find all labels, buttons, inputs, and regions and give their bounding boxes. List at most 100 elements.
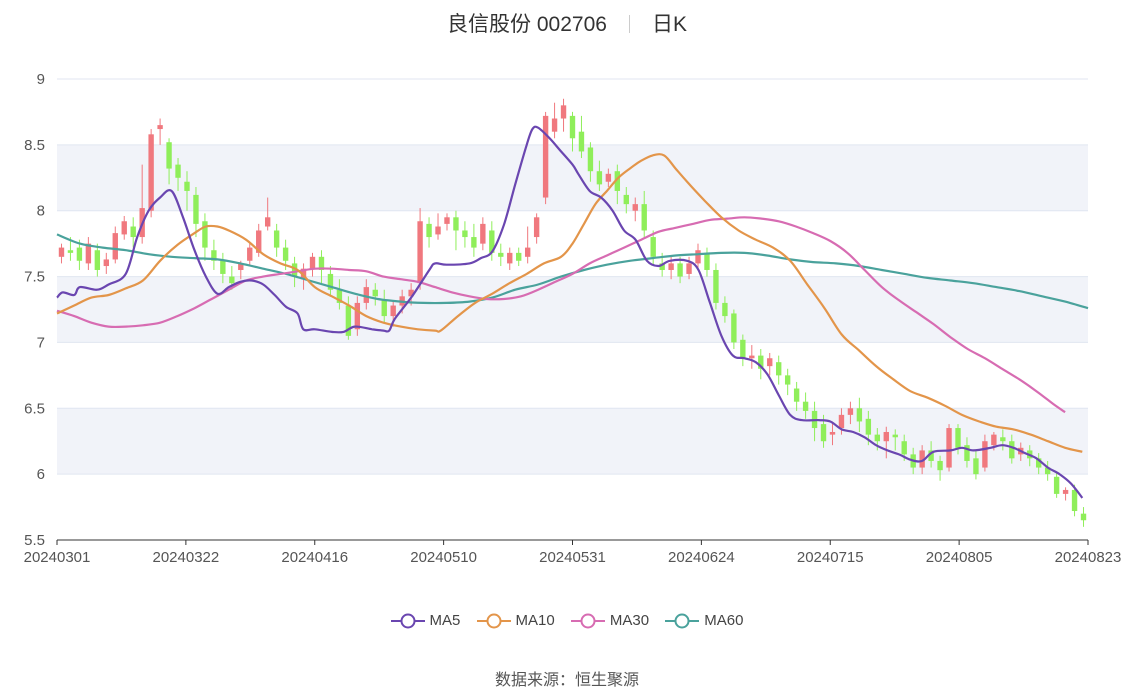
legend-label-ma30: MA30 xyxy=(609,612,650,629)
candle-body xyxy=(480,223,486,244)
legend-item-ma5[interactable]: MA5 xyxy=(390,612,461,629)
x-tick-label: 20240322 xyxy=(153,549,220,566)
candle-body xyxy=(202,221,208,248)
candle-body xyxy=(560,105,567,119)
legend-ma30-icon xyxy=(570,613,605,628)
candle-body xyxy=(892,434,898,438)
candle-body xyxy=(928,450,934,461)
x-tick-label: 20240510 xyxy=(410,549,477,566)
candle-body xyxy=(982,441,988,468)
candle-body xyxy=(381,300,387,317)
candle-body xyxy=(569,115,576,139)
candle-body xyxy=(1080,513,1087,521)
candle-body xyxy=(686,263,692,274)
y-tick-label: 5.5 xyxy=(24,532,45,549)
candle-body xyxy=(1044,467,1051,475)
chart-title: 良信股份 002706 日K xyxy=(0,8,1134,38)
y-tick-label: 7 xyxy=(37,334,45,351)
candle-body xyxy=(614,171,621,191)
candle-body xyxy=(363,287,369,303)
candle-body xyxy=(103,259,109,267)
candle-body xyxy=(372,289,378,297)
candle-body xyxy=(596,171,603,185)
candle-body xyxy=(659,263,665,270)
candle-body xyxy=(58,247,65,257)
x-tick-label: 20240805 xyxy=(926,549,993,566)
legend-ma5-icon xyxy=(390,613,425,628)
candle-body xyxy=(417,221,423,284)
candle-body xyxy=(336,289,343,303)
candle-body xyxy=(704,252,710,270)
candle-body xyxy=(749,355,755,359)
candle-body xyxy=(542,115,549,198)
candle-body xyxy=(390,305,396,317)
data-source: 数据来源：恒生聚源 xyxy=(0,666,1134,690)
candle-body xyxy=(291,263,298,277)
candle-body xyxy=(247,247,253,261)
candle-body xyxy=(695,250,701,264)
candle-body xyxy=(865,418,872,435)
candle-body xyxy=(722,302,728,317)
candle-body xyxy=(453,217,459,231)
legend-label-ma5: MA5 xyxy=(429,612,461,629)
candle-body xyxy=(991,434,997,446)
legend-ma10-icon xyxy=(476,613,511,628)
series-line-ma10 xyxy=(56,153,1083,453)
x-tick-label: 20240823 xyxy=(1055,549,1122,566)
candle-body xyxy=(641,204,647,231)
candle-body xyxy=(605,173,612,182)
candle-body xyxy=(175,164,181,178)
candle-body xyxy=(901,441,907,455)
candle-body xyxy=(94,250,101,270)
legend-item-ma60[interactable]: MA60 xyxy=(665,612,743,629)
candle-body xyxy=(587,147,594,172)
candle-body xyxy=(67,250,74,253)
candle-body xyxy=(668,263,674,270)
candle-body xyxy=(793,388,800,402)
candle-body xyxy=(820,424,827,442)
candle-body xyxy=(1071,489,1078,512)
legend-item-ma30[interactable]: MA30 xyxy=(570,612,650,629)
candle-body xyxy=(731,313,737,343)
candle-body xyxy=(1009,441,1015,459)
y-tick-label: 7.5 xyxy=(24,269,45,286)
candle-body xyxy=(1053,476,1060,494)
candle-body xyxy=(802,401,809,411)
candle-body xyxy=(220,260,226,274)
legend-item-ma10[interactable]: MA10 xyxy=(476,612,555,629)
candle-body xyxy=(309,256,316,269)
candle-body xyxy=(946,428,952,468)
candle-body xyxy=(273,230,280,248)
candle-body xyxy=(937,460,943,471)
candle-body xyxy=(578,131,585,152)
candle-body xyxy=(919,450,925,468)
candle-body xyxy=(130,226,136,238)
candle-body xyxy=(632,204,638,211)
candle-body xyxy=(471,237,477,248)
candle-body xyxy=(1062,489,1069,494)
candle-body xyxy=(713,269,719,303)
candle-body xyxy=(498,252,504,257)
candle-body xyxy=(874,434,881,442)
legend-ma60-icon xyxy=(665,613,700,628)
chart-title-period: 日K xyxy=(651,13,687,36)
y-tick-label: 8.5 xyxy=(24,137,45,154)
candle-body xyxy=(238,263,244,270)
series-line-ma30 xyxy=(56,216,1066,414)
candle-body xyxy=(973,458,979,475)
legend-label-ma10: MA10 xyxy=(515,612,555,629)
candle-body xyxy=(489,230,495,253)
legend-label-ma60: MA60 xyxy=(704,612,744,629)
candle-body xyxy=(211,250,217,261)
candle-body xyxy=(148,134,154,211)
y-tick-label: 6 xyxy=(37,466,45,483)
candle-body xyxy=(157,125,163,130)
candle-body xyxy=(462,230,468,238)
candle-body xyxy=(1000,437,1006,442)
candle-body xyxy=(193,194,199,224)
data-source-label: 数据来源： xyxy=(494,672,575,689)
grid-band xyxy=(57,408,1088,475)
title-separator xyxy=(628,15,630,33)
candle-body xyxy=(650,237,656,257)
